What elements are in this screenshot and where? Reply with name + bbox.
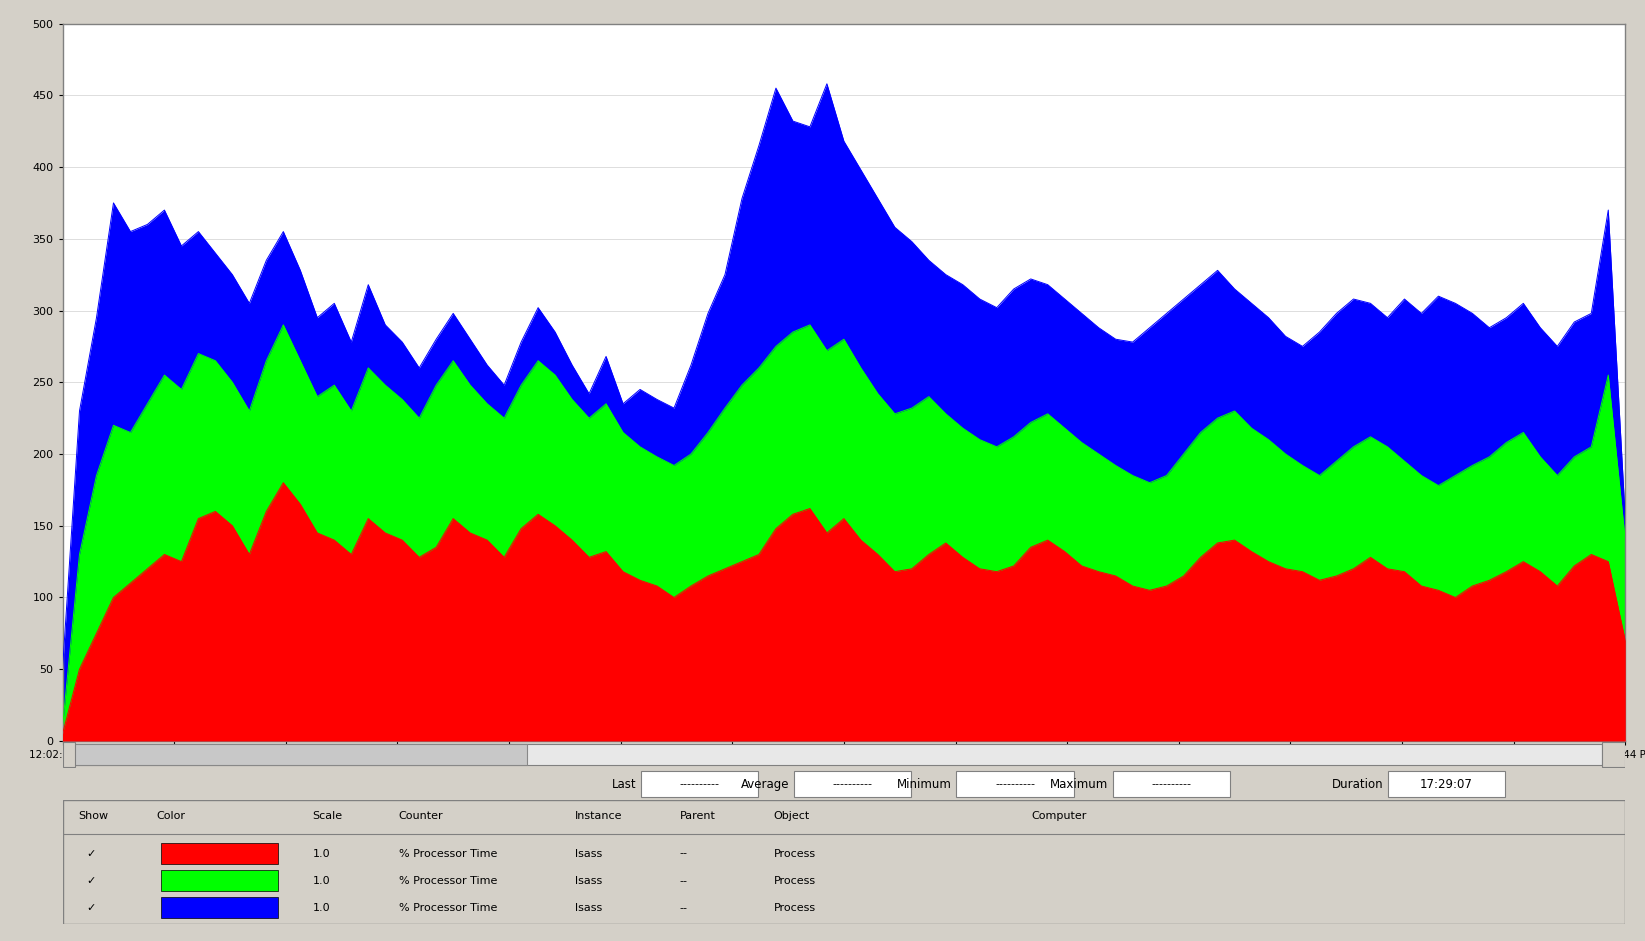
Bar — [161, 870, 278, 891]
Text: Last: Last — [612, 778, 637, 790]
Text: ----------: ---------- — [995, 779, 1035, 789]
Text: ✓: ✓ — [86, 876, 95, 885]
Text: lsass: lsass — [576, 849, 602, 858]
Text: 1.0: 1.0 — [313, 903, 331, 913]
Text: ----------: ---------- — [679, 779, 719, 789]
Bar — [74, 744, 1602, 765]
Bar — [63, 742, 76, 767]
FancyBboxPatch shape — [1112, 772, 1230, 797]
Text: Duration: Duration — [1331, 778, 1383, 790]
Text: Minimum: Minimum — [897, 778, 952, 790]
Text: 1.0: 1.0 — [313, 849, 331, 858]
Text: Object: Object — [773, 811, 809, 821]
Text: % Processor Time: % Processor Time — [398, 876, 497, 885]
Text: Process: Process — [773, 849, 816, 858]
Text: 17:29:07: 17:29:07 — [1420, 778, 1472, 790]
FancyBboxPatch shape — [956, 772, 1074, 797]
Text: Instance: Instance — [576, 811, 622, 821]
Bar — [161, 843, 278, 864]
Text: ----------: ---------- — [1152, 779, 1191, 789]
Bar — [161, 898, 278, 918]
Text: lsass: lsass — [576, 876, 602, 885]
Text: Scale: Scale — [313, 811, 342, 821]
Text: Process: Process — [773, 903, 816, 913]
Text: Computer: Computer — [1031, 811, 1087, 821]
Text: ✓: ✓ — [86, 903, 95, 913]
FancyBboxPatch shape — [642, 772, 758, 797]
Text: % Processor Time: % Processor Time — [398, 849, 497, 858]
Text: Counter: Counter — [398, 811, 443, 821]
FancyBboxPatch shape — [795, 772, 911, 797]
FancyBboxPatch shape — [1388, 772, 1505, 797]
Text: Show: Show — [79, 811, 109, 821]
Text: --: -- — [679, 849, 688, 858]
Text: Process: Process — [773, 876, 816, 885]
Text: --: -- — [679, 876, 688, 885]
Text: Average: Average — [740, 778, 790, 790]
Bar — [1602, 742, 1625, 767]
Text: % Processor Time: % Processor Time — [398, 903, 497, 913]
Bar — [74, 744, 526, 765]
Text: Maximum: Maximum — [1050, 778, 1109, 790]
Text: ----------: ---------- — [832, 779, 872, 789]
Text: 1.0: 1.0 — [313, 876, 331, 885]
Text: --: -- — [679, 903, 688, 913]
Text: Parent: Parent — [679, 811, 716, 821]
Text: ✓: ✓ — [86, 849, 95, 858]
Text: Color: Color — [156, 811, 186, 821]
Text: lsass: lsass — [576, 903, 602, 913]
